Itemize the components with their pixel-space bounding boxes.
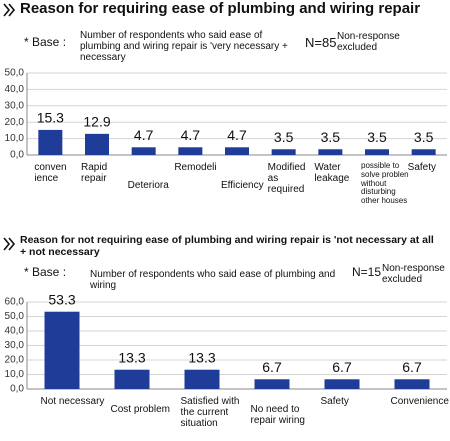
x-tick-label: Water leakage bbox=[314, 162, 350, 184]
bar bbox=[271, 149, 296, 155]
bar bbox=[254, 379, 290, 389]
value-label: 4.7 bbox=[181, 127, 201, 143]
value-label: 6.7 bbox=[402, 359, 422, 375]
y-tick-label: 50,0 bbox=[5, 311, 25, 322]
base-text: Number of respondents who said ease of p… bbox=[90, 269, 336, 291]
bar bbox=[324, 379, 360, 389]
bar bbox=[131, 147, 156, 155]
x-tick-label: Cost problem bbox=[110, 404, 170, 415]
value-label: 53.3 bbox=[48, 291, 75, 307]
base-label: * Base : bbox=[24, 265, 67, 279]
bar bbox=[44, 311, 80, 389]
value-label: 3.5 bbox=[274, 129, 294, 145]
y-tick-label: 60,0 bbox=[5, 297, 25, 308]
value-label: 13.3 bbox=[188, 349, 215, 365]
bar bbox=[225, 147, 249, 155]
x-tick-label: Safety bbox=[320, 396, 349, 407]
value-label: 3.5 bbox=[414, 129, 434, 145]
x-tick-label: Efficiency bbox=[221, 180, 264, 191]
bar bbox=[318, 149, 343, 155]
bar bbox=[365, 149, 389, 155]
x-tick-label: Modified as required bbox=[267, 162, 306, 195]
sample-size: N=85 bbox=[305, 35, 337, 50]
value-label: 6.7 bbox=[262, 359, 282, 375]
x-tick-label: conven ience bbox=[34, 162, 67, 184]
value-label: 3.5 bbox=[321, 129, 341, 145]
bar bbox=[411, 149, 436, 155]
bar bbox=[184, 369, 220, 389]
x-tick-label: Safety bbox=[407, 162, 437, 173]
y-tick-label: 10,0 bbox=[5, 369, 25, 380]
value-label: 12.9 bbox=[83, 114, 110, 130]
y-tick-label: 0,0 bbox=[10, 384, 24, 395]
x-tick-label: Convenience bbox=[390, 396, 449, 407]
bar bbox=[38, 129, 63, 155]
y-tick-label: 30,0 bbox=[5, 340, 25, 351]
y-tick-label: 10,0 bbox=[5, 133, 25, 144]
note: Non-response excluded bbox=[382, 263, 445, 285]
value-label: 13.3 bbox=[118, 349, 145, 365]
value-label: 4.7 bbox=[227, 127, 247, 143]
value-label: 4.7 bbox=[134, 127, 154, 143]
chart-title: Reason for requiring ease of plumbing an… bbox=[20, 0, 421, 17]
y-tick-label: 20,0 bbox=[5, 117, 25, 128]
y-tick-label: 30,0 bbox=[5, 100, 25, 111]
x-tick-label: Satisfied with the current situation bbox=[180, 396, 240, 429]
x-tick-label: Remodeli bbox=[174, 162, 217, 173]
x-tick-label: possible to solve problen without distur… bbox=[361, 161, 409, 206]
bar bbox=[178, 147, 203, 155]
value-label: 3.5 bbox=[367, 129, 387, 145]
x-tick-label: Not necessary bbox=[40, 396, 105, 407]
value-label: 15.3 bbox=[37, 110, 64, 126]
sample-size: N=15 bbox=[352, 265, 382, 279]
bar bbox=[85, 133, 109, 155]
base-label: * Base : bbox=[24, 35, 67, 49]
y-tick-label: 40,0 bbox=[5, 326, 25, 337]
title-icon bbox=[3, 3, 16, 251]
bar bbox=[394, 379, 430, 389]
bar bbox=[114, 369, 150, 389]
y-tick-label: 20,0 bbox=[5, 355, 25, 366]
x-tick-label: No need to repair wiring bbox=[250, 404, 305, 426]
x-tick-label: Rapid repair bbox=[81, 162, 108, 184]
value-label: 6.7 bbox=[332, 359, 352, 375]
y-tick-label: 50,0 bbox=[5, 68, 25, 79]
chart-title: Reason for not requiring ease of plumbin… bbox=[20, 234, 434, 258]
note: Non-response excluded bbox=[337, 31, 400, 53]
base-text: Number of respondents who said ease of p… bbox=[80, 30, 288, 63]
y-tick-label: 0,0 bbox=[10, 150, 24, 161]
x-tick-label: Deteriora bbox=[127, 180, 169, 191]
y-tick-label: 40,0 bbox=[5, 84, 25, 95]
